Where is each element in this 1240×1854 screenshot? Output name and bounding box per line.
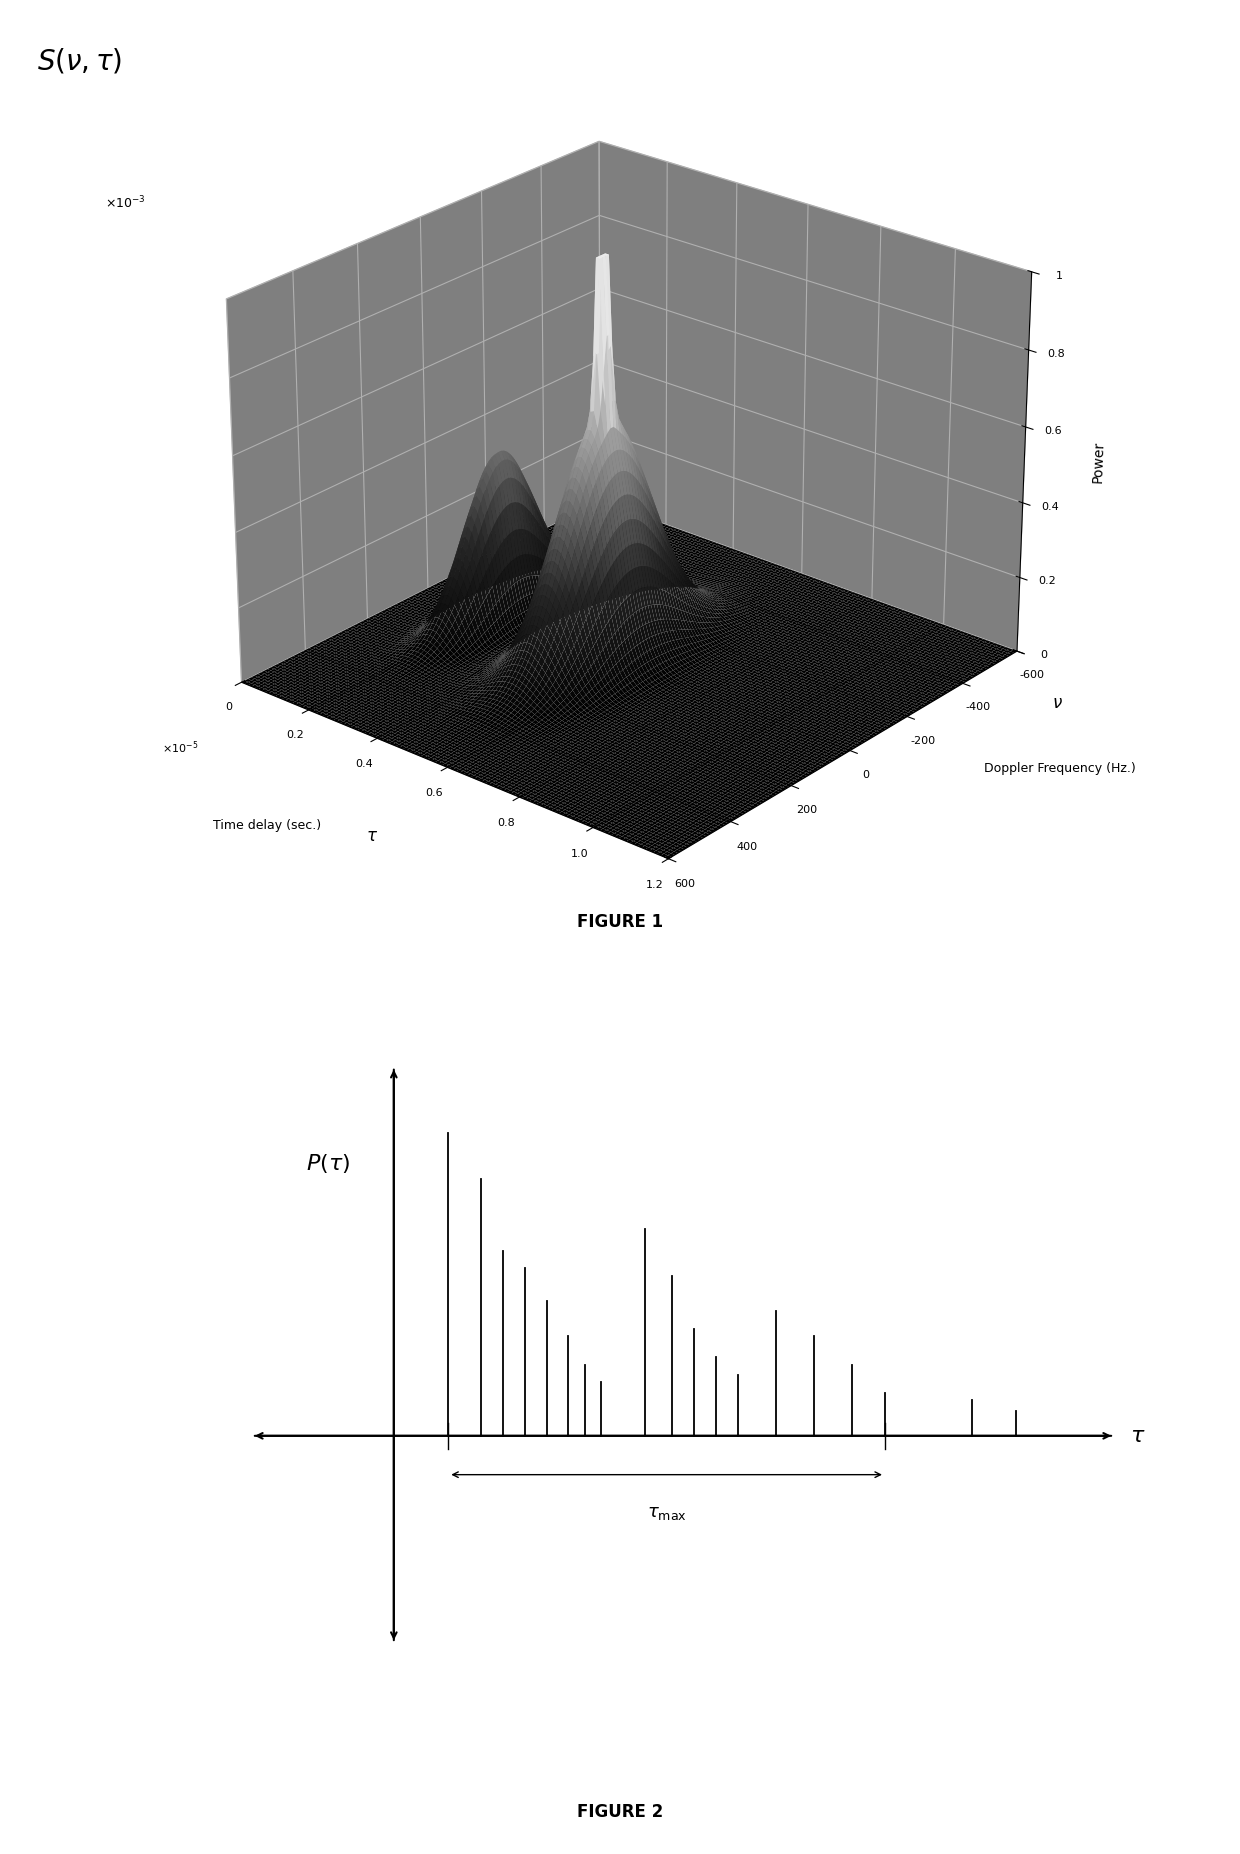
Text: $S(\nu,\tau)$: $S(\nu,\tau)$ — [37, 46, 123, 76]
Text: $\tau_{\mathrm{max}}$: $\tau_{\mathrm{max}}$ — [647, 1504, 687, 1522]
Text: $\tau$: $\tau$ — [1131, 1426, 1146, 1446]
Text: FIGURE 1: FIGURE 1 — [577, 912, 663, 931]
Text: $P(\tau)$: $P(\tau)$ — [306, 1153, 351, 1175]
Text: $\times 10^{-3}$: $\times 10^{-3}$ — [105, 195, 146, 211]
Text: FIGURE 2: FIGURE 2 — [577, 1802, 663, 1821]
